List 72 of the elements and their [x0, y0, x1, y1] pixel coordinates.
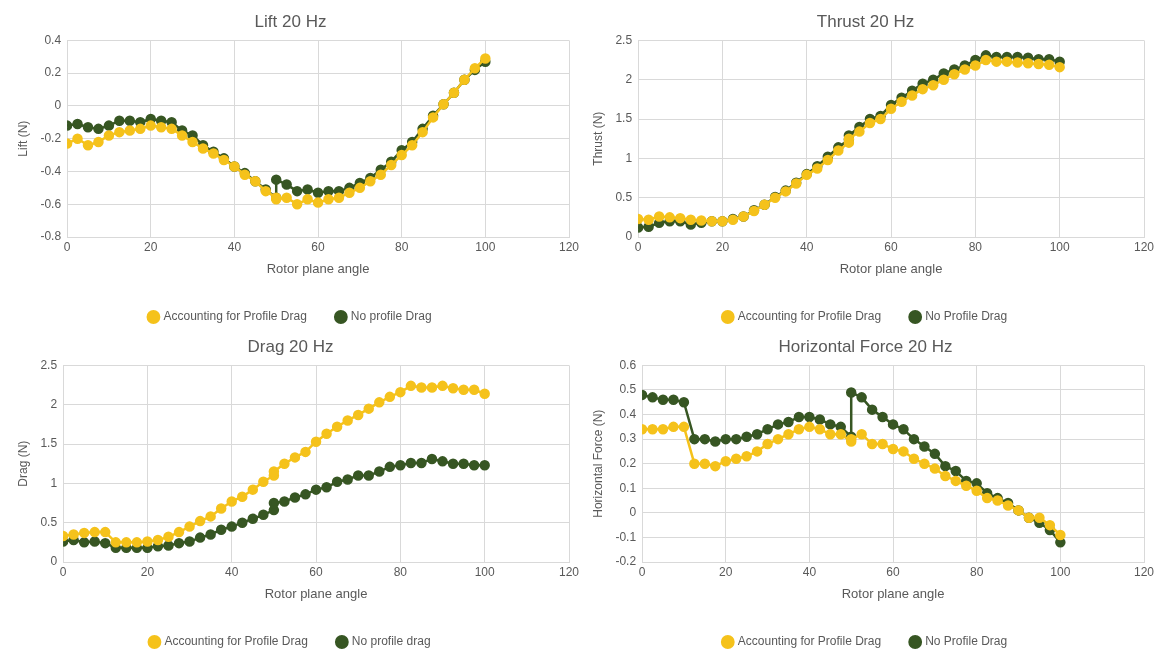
- x-tick-label: 40: [802, 564, 817, 579]
- x-axis-title: Rotor plane angle: [839, 260, 943, 276]
- y-tick-label: 0.4: [44, 32, 62, 47]
- y-tick-label: 0.6: [619, 357, 637, 372]
- legend-label: Accounting for Profile Drag: [164, 634, 308, 649]
- x-tick-label: 60: [309, 564, 324, 579]
- y-tick-label: 1.5: [40, 436, 58, 451]
- legend-label: No profile Drag: [350, 309, 432, 324]
- x-axis-title: Rotor plane angle: [841, 585, 945, 601]
- y-tick-label: 2: [50, 397, 58, 412]
- y-tick-label: 2: [625, 72, 633, 87]
- y-tick-label: -0.1: [615, 529, 637, 544]
- x-tick-label: 40: [800, 239, 814, 254]
- y-axis-title: Thrust (N): [590, 111, 605, 166]
- x-tick-label: 120: [1133, 564, 1155, 579]
- x-axis-title: Rotor plane angle: [264, 585, 368, 601]
- x-tick-label: 120: [558, 239, 580, 254]
- legend-label: No Profile Drag: [925, 309, 1008, 324]
- x-tick-label: 80: [968, 239, 983, 254]
- y-tick-label: 1: [625, 150, 633, 165]
- chart-title: Thrust 20 Hz: [816, 11, 915, 31]
- x-tick-label: 20: [144, 239, 158, 254]
- x-tick-label: 100: [1050, 564, 1071, 579]
- y-axis-title: Lift (N): [15, 120, 30, 157]
- y-tick-label: 0.2: [619, 456, 637, 471]
- x-tick-label: 60: [311, 239, 326, 254]
- y-tick-label: 0.5: [40, 514, 58, 529]
- y-tick-label: 0.5: [619, 382, 637, 397]
- x-tick-label: 120: [1133, 239, 1155, 254]
- x-tick-label: 20: [140, 564, 155, 579]
- x-tick-label: 60: [886, 564, 901, 579]
- chart-title: Lift 20 Hz: [254, 11, 327, 31]
- y-tick-label: 0: [50, 554, 58, 569]
- y-tick-label: -0.2: [615, 554, 637, 569]
- x-tick-label: 80: [393, 564, 408, 579]
- chart-title: Horizontal Force 20 Hz: [778, 336, 953, 356]
- x-tick-label: 60: [884, 239, 899, 254]
- legend-label: Accounting for Profile Drag: [163, 309, 307, 324]
- y-tick-label: 0.5: [615, 189, 633, 204]
- y-tick-label: -0.6: [40, 196, 62, 211]
- y-tick-label: 0.1: [619, 480, 637, 495]
- y-tick-label: 0.3: [619, 431, 637, 446]
- legend-label: No Profile Drag: [925, 634, 1008, 649]
- y-tick-label: 0: [629, 505, 637, 520]
- x-tick-label: 40: [225, 564, 239, 579]
- chart-title: Drag 20 Hz: [247, 336, 334, 356]
- y-tick-label: 2.5: [615, 32, 633, 47]
- x-tick-label: 100: [474, 564, 496, 579]
- y-tick-label: 1.5: [615, 111, 633, 126]
- y-axis-title: Drag (N): [15, 440, 30, 487]
- y-tick-label: 1: [50, 475, 58, 490]
- y-tick-label: 0: [625, 229, 633, 244]
- y-tick-label: -0.8: [40, 229, 62, 244]
- y-tick-label: 0.2: [44, 65, 62, 80]
- y-tick-label: 0: [54, 98, 62, 113]
- y-axis-title: Horizontal Force (N): [590, 409, 605, 518]
- x-tick-label: 100: [1049, 239, 1071, 254]
- x-tick-label: 20: [715, 239, 730, 254]
- legend-label: Accounting for Profile Drag: [737, 309, 882, 324]
- legend-label: Accounting for Profile Drag: [737, 634, 882, 649]
- x-tick-label: 40: [227, 239, 242, 254]
- x-tick-label: 20: [719, 564, 733, 579]
- x-tick-label: 80: [970, 564, 984, 579]
- x-tick-label: 80: [395, 239, 409, 254]
- y-tick-label: 0.4: [619, 406, 637, 421]
- y-tick-label: 2.5: [40, 357, 58, 372]
- x-tick-label: 120: [558, 564, 580, 579]
- legend-label: No profile drag: [351, 634, 431, 649]
- y-tick-label: -0.4: [40, 163, 62, 178]
- x-axis-title: Rotor plane angle: [266, 260, 370, 276]
- x-tick-label: 100: [475, 239, 496, 254]
- y-tick-label: -0.2: [40, 131, 62, 146]
